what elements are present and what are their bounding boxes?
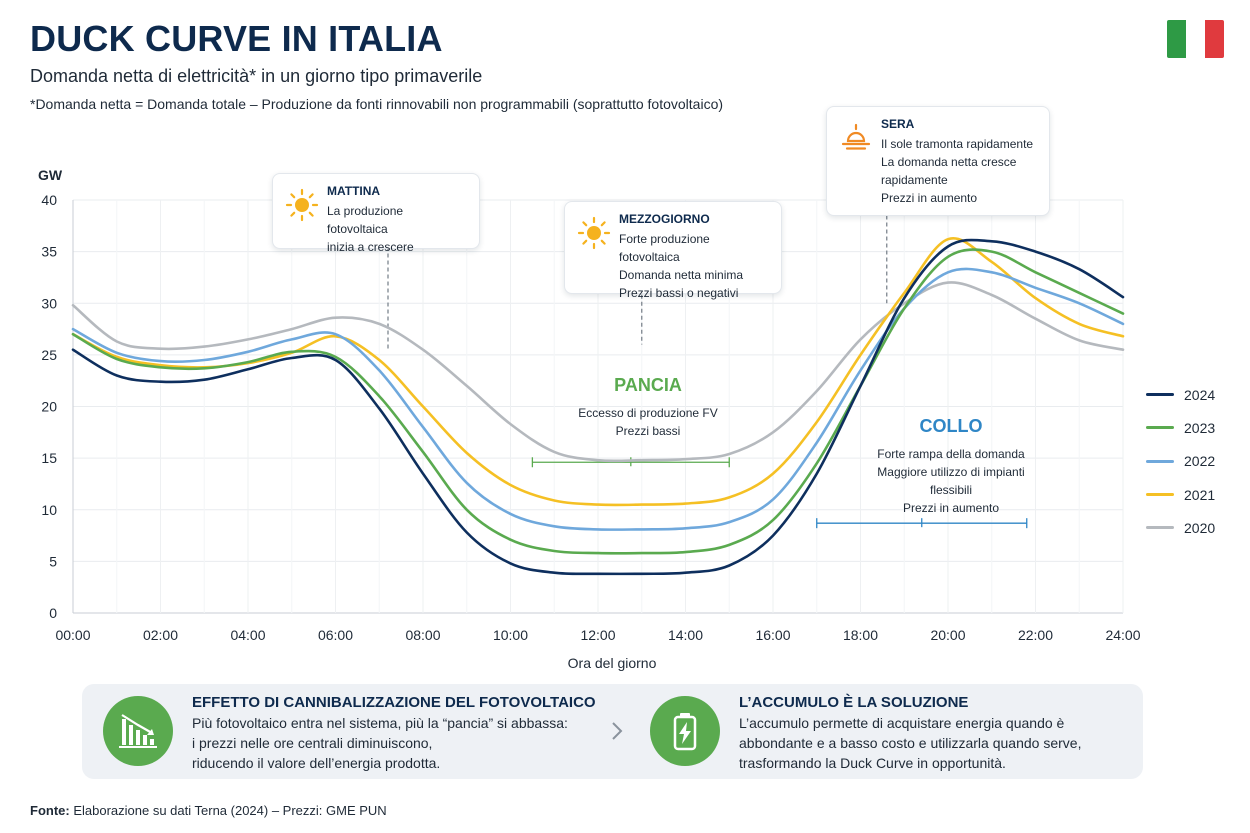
zone-collo-line: flessibili: [929, 483, 972, 497]
x-tick-label: 14:00: [668, 627, 703, 643]
sunset-icon: [841, 123, 871, 150]
zone-collo-title: COLLO: [919, 416, 983, 436]
legend-label: 2022: [1184, 453, 1216, 470]
x-tick-label: 12:00: [580, 627, 615, 643]
x-tick-label: 24:00: [1105, 627, 1140, 643]
flag-stripe-white: [1186, 20, 1205, 58]
legend-label: 2020: [1184, 519, 1216, 536]
series-line-2020: [71, 281, 1125, 463]
chart-legend: 2024 2023 2022 2021 2020: [1146, 378, 1215, 544]
x-tick-label: 06:00: [318, 627, 353, 643]
legend-swatch: [1146, 493, 1174, 497]
storage-line: abbondante e a basso costo e utilizzarla…: [739, 735, 1082, 751]
x-tick-label: 20:00: [930, 627, 965, 643]
series-line-2022: [71, 267, 1125, 531]
y-tick-label: 15: [41, 450, 57, 466]
x-tick-label: 22:00: [1018, 627, 1053, 643]
y-tick-label: 10: [41, 502, 57, 518]
series-line-2023: [71, 248, 1125, 555]
callout-sera-line: rapidamente: [881, 173, 948, 187]
x-tick-label: 18:00: [843, 627, 878, 643]
declining-bars-icon: [103, 696, 173, 766]
sun-icon: [577, 216, 611, 250]
chevron-right-icon: [612, 722, 623, 740]
duck-curve-chart: 0 5 10 15 20 25 30 35 40 00:00 02:00 04:00 06:00 08:0…: [38, 167, 1141, 671]
zone-pancia-title: PANCIA: [614, 375, 682, 395]
callout-leaders: [387, 215, 888, 350]
legend-label: 2023: [1184, 419, 1216, 436]
zone-pancia-line: Eccesso di produzione FV: [578, 406, 718, 420]
x-tick-label: 10:00: [493, 627, 528, 643]
zone-collo-line: Maggiore utilizzo di impianti: [877, 465, 1025, 479]
page-subtitle: Domanda netta di elettricità* in un gior…: [30, 66, 483, 86]
x-tick-label: 08:00: [405, 627, 440, 643]
chart-axes: 0 5 10 15 20 25 30 35 40 00:00 02:00 04:00 06:00 08:0…: [41, 192, 1140, 643]
storage-line: trasformando la Duck Curve in opportunit…: [739, 755, 1006, 771]
callout-mezzogiorno-line: Prezzi bassi o negativi: [619, 286, 739, 300]
callout-sera: SERA Il sole tramonta rapidamente La dom…: [826, 106, 1050, 216]
chart-grid: [72, 199, 1124, 614]
flag-stripe-red: [1205, 20, 1224, 58]
battery-icon: [650, 696, 720, 766]
zone-pancia: PANCIA Eccesso di produzione FV Prezzi b…: [548, 375, 748, 440]
callout-mezzogiorno-title: MEZZOGIORNO: [619, 212, 710, 226]
source-text: Elaborazione su dati Terna (2024) – Prez…: [69, 803, 387, 818]
callout-sera-line: Il sole tramonta rapidamente: [881, 137, 1034, 151]
callout-mattina-line: inizia a crescere: [327, 240, 414, 254]
legend-item-2023: 2023: [1146, 411, 1215, 444]
legend-item-2020: 2020: [1146, 511, 1215, 544]
x-tick-label: 02:00: [143, 627, 178, 643]
legend-item-2021: 2021: [1146, 478, 1215, 511]
y-tick-label: 30: [41, 295, 57, 311]
x-tick-label: 00:00: [55, 627, 90, 643]
legend-swatch: [1146, 459, 1174, 463]
legend-label: 2024: [1184, 386, 1216, 403]
callout-mezzogiorno-line: Forte produzione fotovoltaica: [619, 232, 710, 264]
callout-mattina-line: La produzione fotovoltaica: [327, 204, 404, 236]
x-tick-label: 16:00: [755, 627, 790, 643]
callout-sera-title: SERA: [881, 117, 915, 131]
callout-mezzogiorno: MEZZOGIORNO Forte produzione fotovoltaic…: [564, 201, 782, 300]
cannibalization-line: Più fotovoltaico entra nel sistema, più …: [192, 715, 568, 731]
y-tick-label: 35: [41, 244, 57, 260]
legend-swatch: [1146, 426, 1174, 430]
callout-sera-line: La domanda netta cresce: [881, 155, 1017, 169]
y-tick-label: 25: [41, 347, 57, 363]
legend-label: 2021: [1184, 486, 1216, 503]
x-tick-label: 04:00: [230, 627, 265, 643]
series-line-2024: [71, 238, 1125, 576]
storage-line: L’accumulo permette di acquistare energi…: [739, 715, 1065, 731]
legend-item-2022: 2022: [1146, 445, 1215, 478]
legend-item-2024: 2024: [1146, 378, 1215, 411]
info-panel: EFFETTO DI CANNIBALIZZAZIONE DEL FOTOVOL…: [82, 684, 1143, 779]
y-axis-label: GW: [38, 167, 63, 183]
y-tick-label: 5: [49, 553, 57, 569]
zone-collo-line: Forte rampa della domanda: [877, 447, 1025, 461]
page-title: DUCK CURVE IN ITALIA: [30, 18, 443, 59]
definition-footnote: *Domanda netta = Domanda totale – Produz…: [30, 96, 724, 112]
y-tick-label: 40: [41, 192, 57, 208]
sun-icon: [285, 188, 319, 222]
italy-flag-icon: [1167, 20, 1224, 58]
source-label: Fonte:: [30, 803, 70, 818]
callout-mattina-title: MATTINA: [327, 184, 381, 198]
flag-stripe-green: [1167, 20, 1186, 58]
cannibalization-line: i prezzi nelle ore centrali diminuiscono…: [192, 735, 433, 751]
y-tick-label: 20: [41, 399, 57, 415]
cannibalization-line: riducendo il valore dell’energia prodott…: [192, 755, 441, 771]
callout-mattina: MATTINA La produzione fotovoltaica inizi…: [272, 173, 480, 254]
cannibalization-title: EFFETTO DI CANNIBALIZZAZIONE DEL FOTOVOL…: [192, 694, 596, 711]
legend-swatch: [1146, 393, 1174, 397]
zone-pancia-line: Prezzi bassi: [615, 424, 681, 438]
x-axis-label: Ora del giorno: [568, 655, 657, 671]
chart-series: [71, 237, 1125, 576]
zone-collo: COLLO Forte rampa della domanda Maggiore…: [851, 416, 1051, 517]
storage-title: L’ACCUMULO È LA SOLUZIONE: [739, 694, 969, 711]
callout-mezzogiorno-line: Domanda netta minima: [619, 268, 744, 282]
zone-collo-line: Prezzi in aumento: [902, 501, 1000, 515]
legend-swatch: [1146, 526, 1174, 530]
y-tick-label: 0: [49, 605, 57, 621]
source-note: Fonte: Elaborazione su dati Terna (2024)…: [30, 803, 387, 818]
callout-sera-line: Prezzi in aumento: [881, 191, 978, 205]
